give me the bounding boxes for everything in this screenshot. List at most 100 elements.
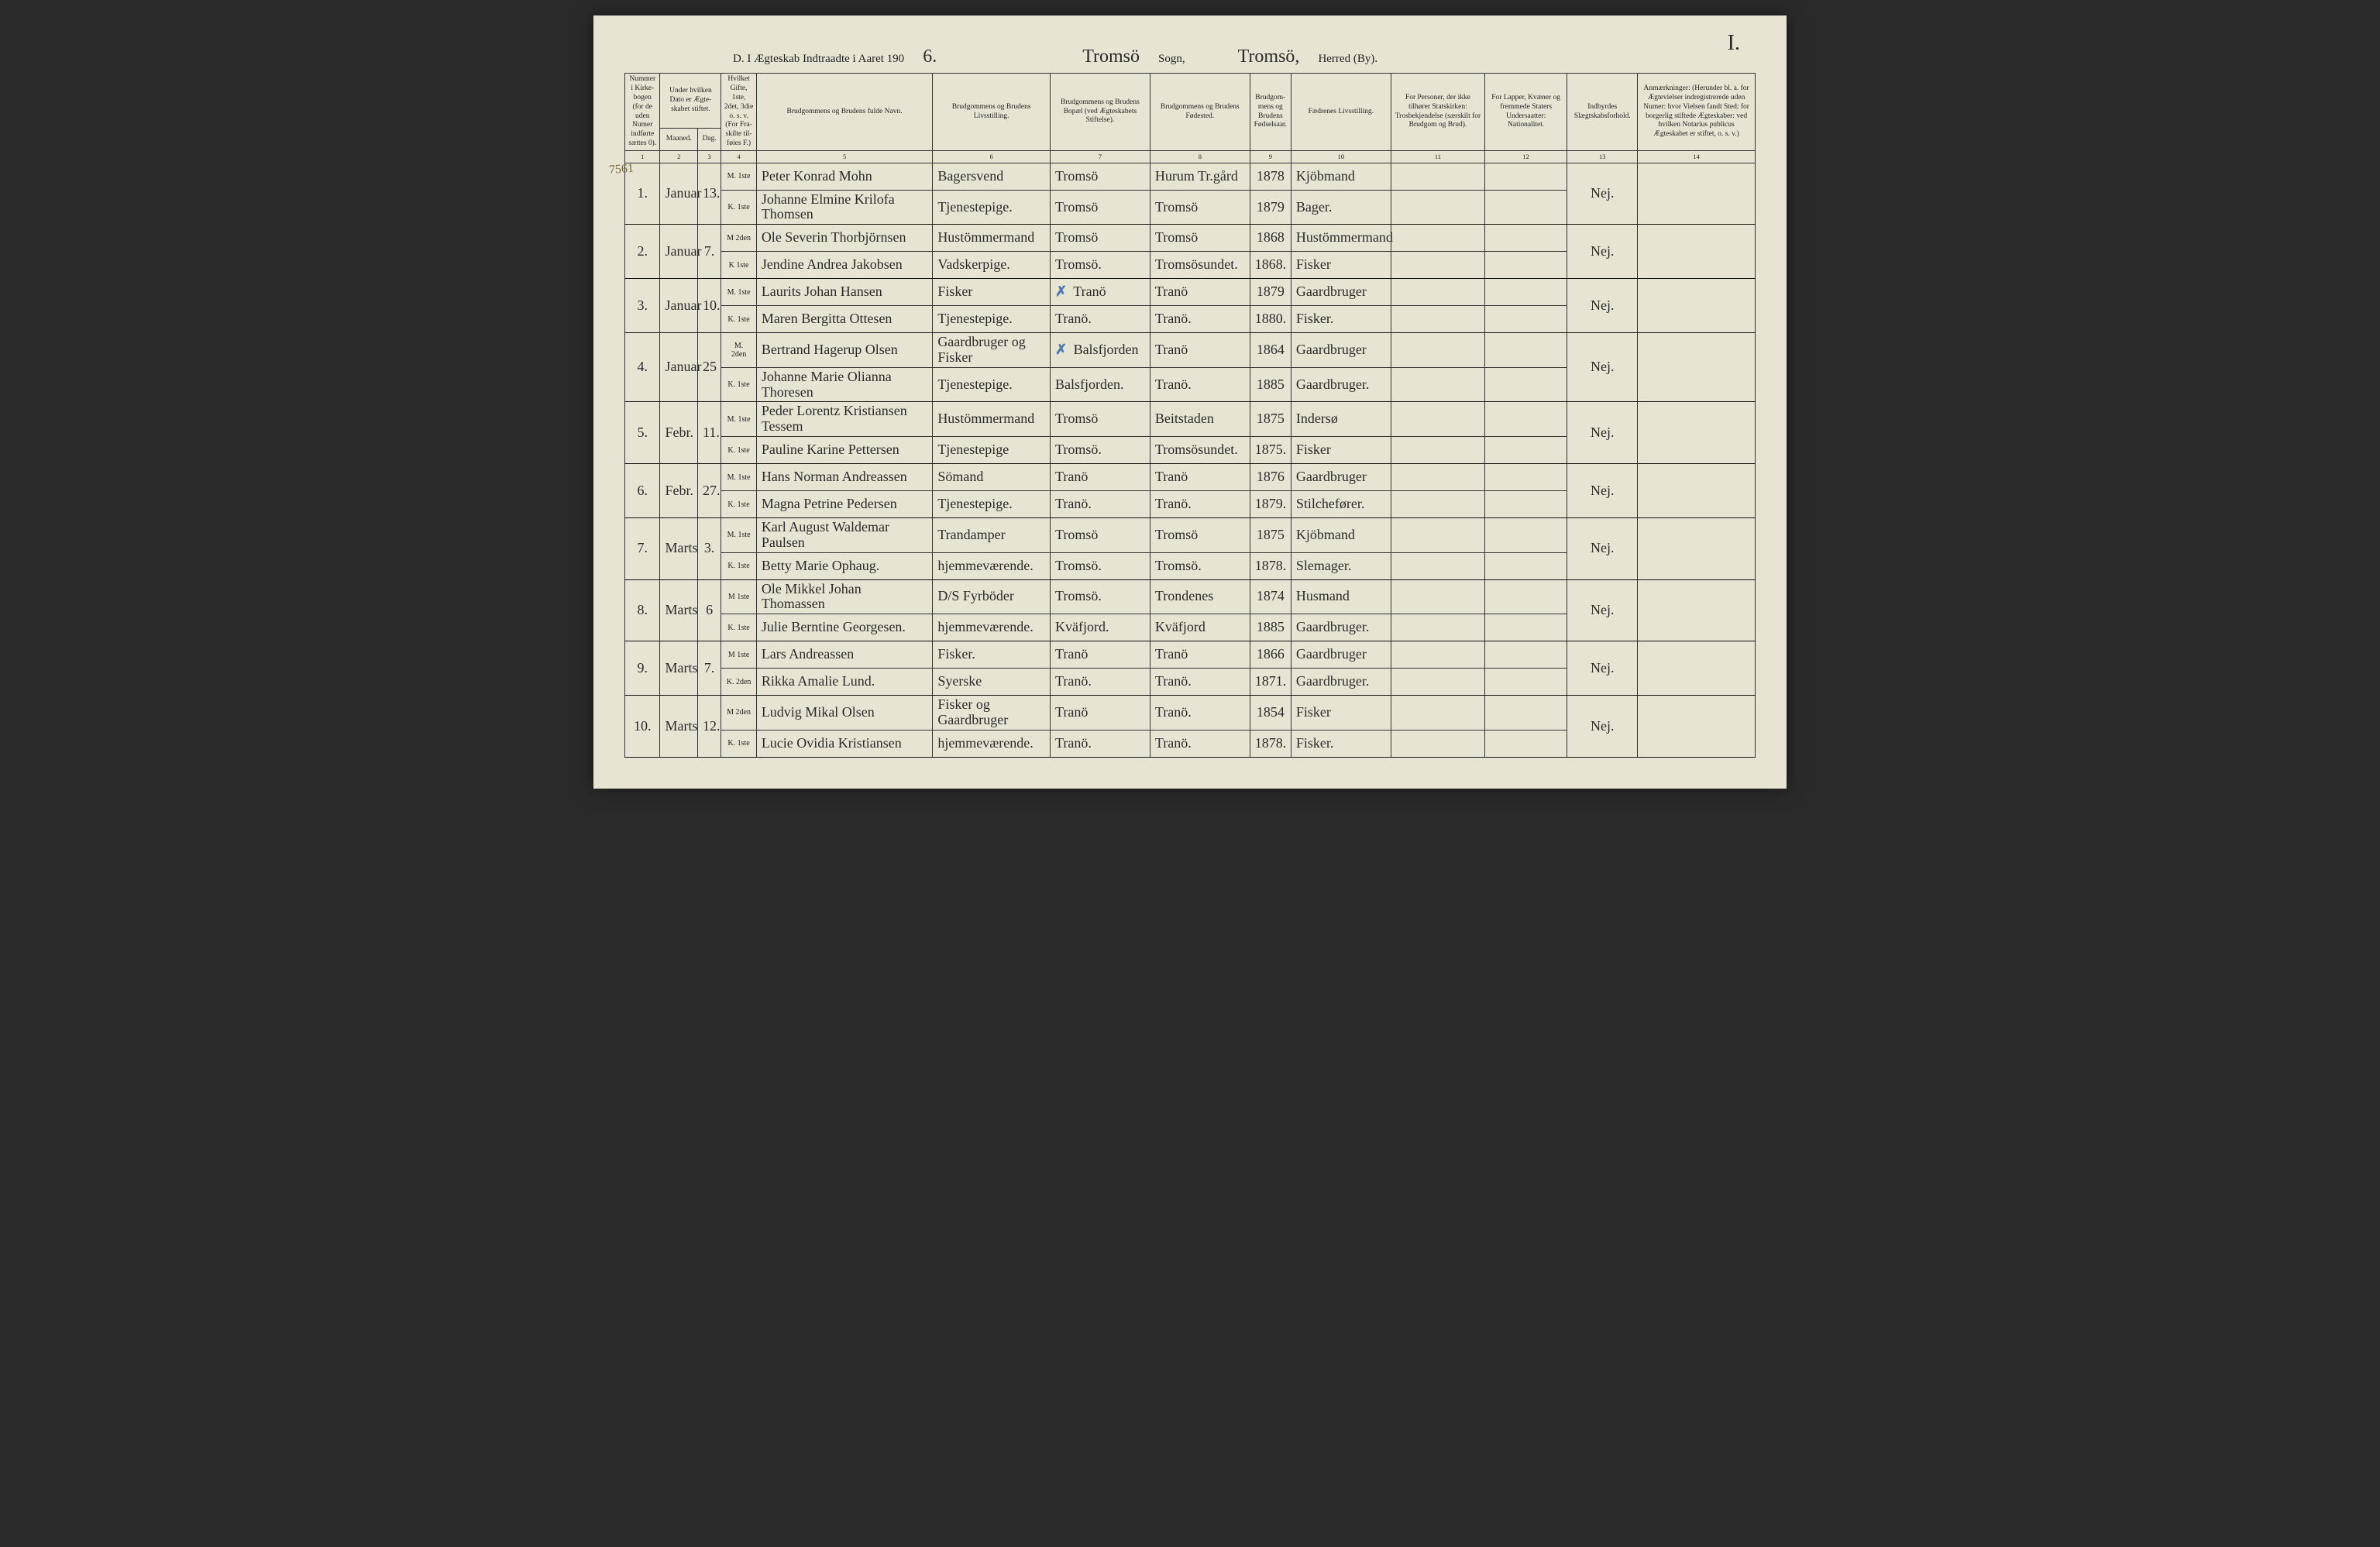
groom-father-occ: Fisker (1291, 696, 1391, 731)
groom-occupation: Fisker og Gaardbruger (933, 696, 1051, 731)
gifte-groom: M 1ste (721, 641, 756, 669)
day: 12. (698, 696, 721, 758)
table-row: 8.Marts6M 1steOle Mikkel Johan Thomassen… (625, 579, 1756, 614)
bride-birthyear: 1878. (1250, 552, 1291, 579)
confession (1391, 279, 1484, 306)
bride-name: Rikka Amalie Lund. (756, 669, 933, 696)
groom-birthplace: Tranö (1150, 333, 1250, 368)
nationality (1485, 518, 1567, 553)
entry-number: 5. (625, 402, 660, 464)
confession (1391, 552, 1484, 579)
col-num: 7 (1050, 151, 1150, 163)
bride-birthplace: Tromsö (1150, 190, 1250, 225)
groom-birthplace: Tranö (1150, 279, 1250, 306)
groom-residence: ✗ Balsfjorden (1050, 333, 1150, 368)
groom-name: Lars Andreassen (756, 641, 933, 669)
groom-birthyear: 1878 (1250, 163, 1291, 190)
nationality (1485, 437, 1567, 464)
groom-occupation: Sömand (933, 464, 1051, 491)
month: Januar (660, 333, 698, 402)
heading-year-suffix: 6. (915, 46, 944, 68)
col-num: 12 (1485, 151, 1567, 163)
col-num: 1 (625, 151, 660, 163)
confession (1391, 367, 1484, 402)
bride-birthplace: Kväfjord (1150, 614, 1250, 641)
bride-occupation: Tjenestepige (933, 437, 1051, 464)
remarks (1638, 696, 1756, 758)
groom-birthyear: 1868 (1250, 225, 1291, 252)
groom-name: Ole Mikkel Johan Thomassen (756, 579, 933, 614)
kinship: Nej. (1567, 402, 1638, 464)
gifte-groom: M. 1ste (721, 163, 756, 190)
groom-residence: Tromsö (1050, 225, 1150, 252)
confession (1391, 333, 1484, 368)
groom-father-occ: Hustömmermand (1291, 225, 1391, 252)
bride-birthyear: 1875. (1250, 437, 1291, 464)
groom-birthyear: 1866 (1250, 641, 1291, 669)
groom-name: Karl August Waldemar Paulsen (756, 518, 933, 553)
herred-label: Herred (By). (1318, 53, 1377, 66)
day: 27. (698, 464, 721, 518)
groom-occupation: Hustömmermand (933, 225, 1051, 252)
groom-father-occ: Indersø (1291, 402, 1391, 437)
groom-birthplace: Tromsö (1150, 518, 1250, 553)
groom-father-occ: Kjöbmand (1291, 518, 1391, 553)
nationality (1485, 552, 1567, 579)
groom-occupation: Gaardbruger og Fisker (933, 333, 1051, 368)
nationality (1485, 730, 1567, 757)
col-header: For Personer, der ikke tilhører Statskir… (1391, 74, 1484, 151)
bride-name: Johanne Marie Olianna Thoresen (756, 367, 933, 402)
table-row: 3.Januar10.M. 1steLaurits Johan HansenFi… (625, 279, 1756, 306)
bride-residence: Kväfjord. (1050, 614, 1150, 641)
groom-birthyear: 1875 (1250, 402, 1291, 437)
bride-name: Julie Berntine Georgesen. (756, 614, 933, 641)
day: 7. (698, 641, 721, 696)
bride-father-occ: Stilchefører. (1291, 491, 1391, 518)
bride-residence: Balsfjorden. (1050, 367, 1150, 402)
kinship: Nej. (1567, 641, 1638, 696)
confession (1391, 252, 1484, 279)
groom-birthyear: 1876 (1250, 464, 1291, 491)
entry-number: 8. (625, 579, 660, 641)
nationality (1485, 333, 1567, 368)
table-row: 4.Januar25M. 2denBertrand Hagerup OlsenG… (625, 333, 1756, 368)
bride-occupation: Tjenestepige. (933, 367, 1051, 402)
remarks (1638, 163, 1756, 225)
bride-birthplace: Tromsö. (1150, 552, 1250, 579)
groom-name: Ole Severin Thorbjörnsen (756, 225, 933, 252)
ledger-page: I. 7561 D. I Ægteskab Indtraadte i Aaret… (593, 15, 1787, 789)
col-header: Indbyrdes Slægtskabsforhold. (1567, 74, 1638, 151)
table-row: 1.Januar13.M. 1stePeter Konrad MohnBager… (625, 163, 1756, 190)
col-header: Brudgommens og Brudens Bopæl (ved Ægtesk… (1050, 74, 1150, 151)
remarks (1638, 333, 1756, 402)
bride-occupation: Syerske (933, 669, 1051, 696)
confession (1391, 518, 1484, 553)
bride-name: Johanne Elmine Krilofa Thomsen (756, 190, 933, 225)
confession (1391, 163, 1484, 190)
bride-name: Magna Petrine Pedersen (756, 491, 933, 518)
bride-birthyear: 1871. (1250, 669, 1291, 696)
groom-name: Peter Konrad Mohn (756, 163, 933, 190)
bride-name: Lucie Ovidia Kristiansen (756, 730, 933, 757)
bride-birthyear: 1879 (1250, 190, 1291, 225)
heading-prefix: D. I Ægteskab Indtraadte i Aaret 190 (733, 53, 904, 66)
remarks (1638, 579, 1756, 641)
entry-number: 6. (625, 464, 660, 518)
remarks (1638, 464, 1756, 518)
bride-father-occ: Gaardbruger. (1291, 669, 1391, 696)
bride-birthyear: 1880. (1250, 306, 1291, 333)
kinship: Nej. (1567, 696, 1638, 758)
gifte-groom: M 2den (721, 225, 756, 252)
remarks (1638, 225, 1756, 279)
nationality (1485, 669, 1567, 696)
groom-birthyear: 1854 (1250, 696, 1291, 731)
bride-occupation: Tjenestepige. (933, 491, 1051, 518)
bride-birthplace: Tromsösundet. (1150, 437, 1250, 464)
gifte-groom: M. 2den (721, 333, 756, 368)
herred-value: Tromsö, (1230, 46, 1308, 68)
col-num: 14 (1638, 151, 1756, 163)
groom-birthyear: 1874 (1250, 579, 1291, 614)
bride-occupation: hjemmeværende. (933, 614, 1051, 641)
col-num: 9 (1250, 151, 1291, 163)
bride-father-occ: Gaardbruger. (1291, 614, 1391, 641)
